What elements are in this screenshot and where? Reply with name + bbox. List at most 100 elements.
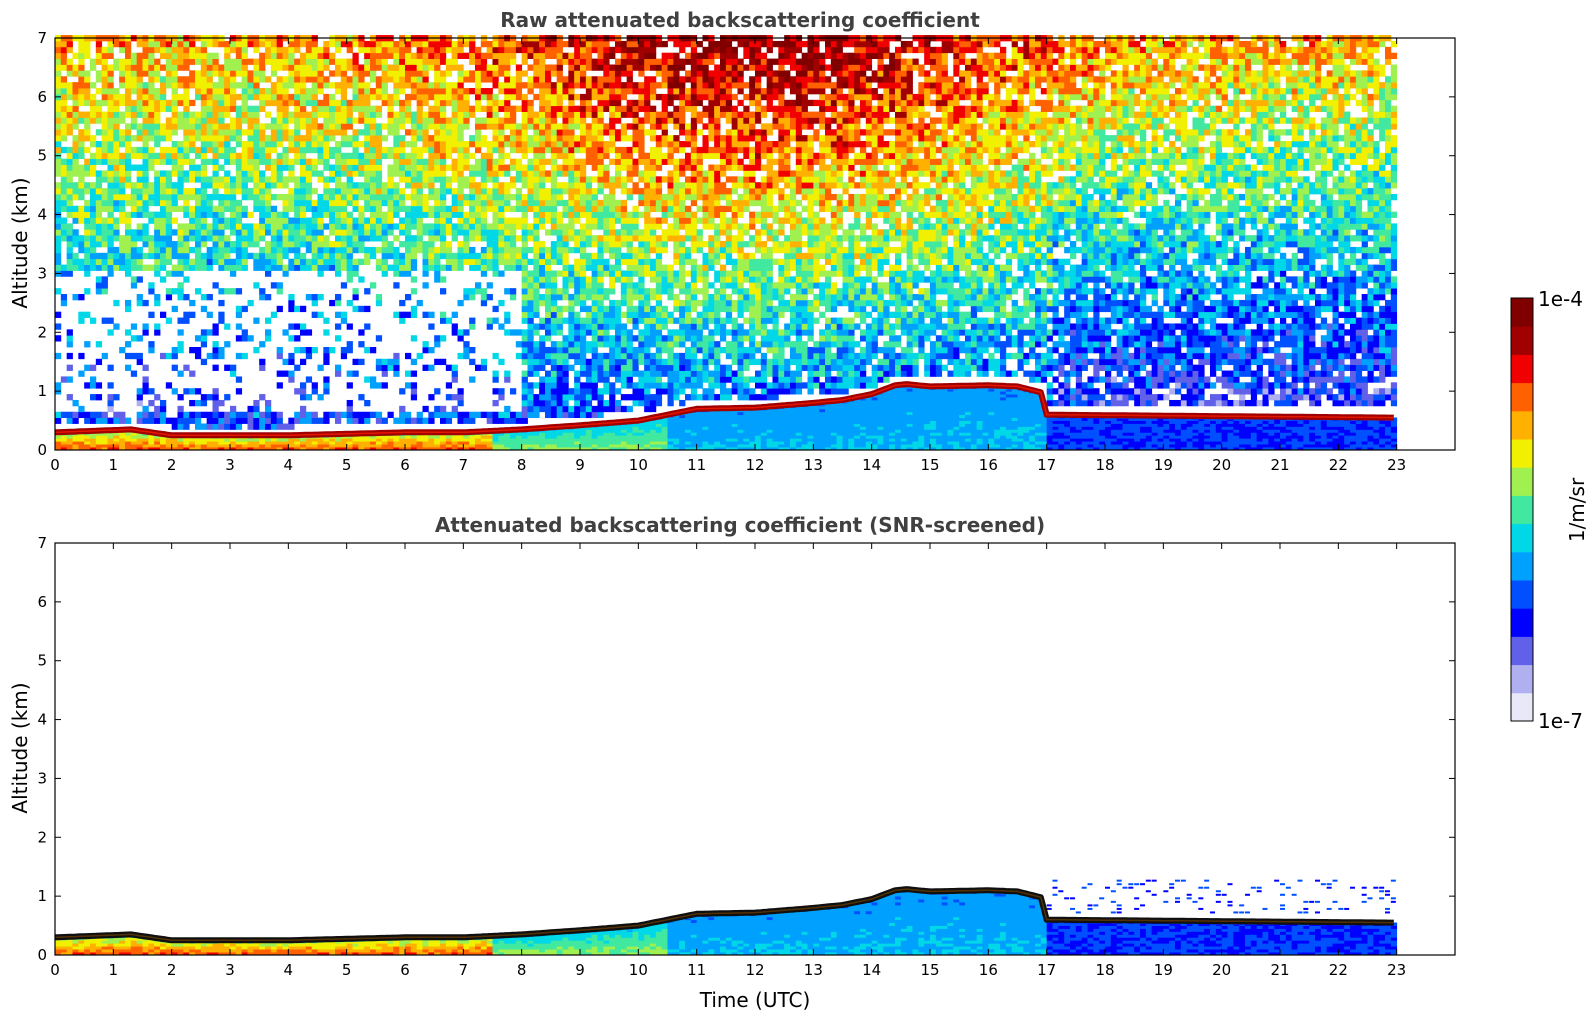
noise-cell [469, 152, 476, 160]
noise-cell [416, 229, 423, 236]
noise-cell [644, 129, 651, 136]
noise-cell [469, 46, 476, 54]
noise-cell [177, 411, 184, 419]
noise-cell [160, 64, 167, 71]
noise-cell [486, 417, 493, 424]
noise-cell [504, 58, 511, 65]
noise-cell [585, 329, 593, 336]
noise-cell [416, 111, 423, 118]
noise-cell [136, 58, 143, 65]
noise-cell [300, 99, 307, 107]
noise-cell [253, 82, 260, 89]
noise-cell [189, 311, 196, 318]
noise-cell [253, 123, 260, 130]
noise-cell [463, 99, 470, 107]
noise-cell [235, 188, 243, 195]
noise-cell [521, 152, 528, 160]
noise-cell [230, 193, 237, 201]
noise-cell [591, 364, 598, 371]
noise-cell [451, 88, 458, 95]
noise-cell [632, 311, 639, 318]
noise-cell [568, 164, 575, 171]
noise-cell [521, 276, 528, 283]
noise-cell [673, 252, 680, 260]
noise-cell [580, 399, 587, 407]
noise-cell [375, 364, 383, 371]
noise-cell [597, 82, 604, 89]
noise-cell [90, 411, 97, 419]
noise-cell [352, 64, 359, 71]
noise-cell [440, 158, 447, 165]
noise-cell [358, 76, 365, 83]
noise-cell [667, 141, 674, 148]
noise-cell [311, 223, 318, 230]
noise-cell [655, 193, 663, 201]
noise-cell [539, 182, 546, 189]
noise-cell [451, 40, 458, 48]
noise-cell [679, 329, 686, 336]
noise-cell [422, 417, 429, 424]
noise-cell [84, 252, 91, 260]
noise-cell [346, 170, 353, 177]
noise-cell [90, 93, 97, 101]
noise-cell [533, 152, 540, 160]
noise-cell [434, 411, 441, 419]
noise-cell [136, 211, 143, 218]
noise-cell [90, 158, 97, 165]
noise-cell [346, 299, 353, 307]
noise-cell [230, 123, 237, 130]
noise-cell [568, 64, 575, 71]
noise-cell [568, 117, 575, 124]
noise-cell [84, 188, 91, 195]
noise-cell [72, 146, 79, 154]
noise-cell [346, 158, 353, 165]
noise-cell [364, 135, 371, 142]
noise-cell [562, 129, 569, 136]
noise-cell [282, 82, 289, 89]
noise-cell [247, 335, 254, 342]
noise-cell [469, 170, 476, 177]
noise-cell [632, 258, 639, 265]
noise-cell [329, 52, 336, 59]
noise-cell [597, 329, 604, 336]
noise-cell [597, 264, 604, 271]
noise-cell [597, 105, 604, 112]
noise-cell [265, 399, 272, 407]
noise-cell [212, 323, 219, 330]
noise-cell [498, 146, 505, 154]
noise-cell [580, 223, 587, 230]
noise-cell [276, 52, 283, 59]
noise-cell [95, 117, 103, 124]
noise-cell [626, 376, 633, 383]
noise-cell [580, 164, 587, 171]
noise-cell [568, 388, 575, 395]
noise-cell [469, 164, 476, 171]
noise-cell [136, 170, 143, 177]
noise-cell [626, 282, 633, 289]
noise-cell [364, 399, 371, 407]
noise-cell [638, 117, 645, 124]
noise-cell [510, 123, 517, 130]
noise-cell [154, 40, 161, 48]
noise-cell [533, 52, 540, 59]
noise-cell [340, 282, 348, 289]
noise-cell [410, 258, 418, 265]
noise-cell [189, 158, 196, 165]
noise-cell [154, 188, 161, 195]
noise-cell [585, 40, 593, 48]
noise-cell [200, 70, 208, 77]
noise-cell [206, 52, 213, 59]
noise-cell [259, 141, 266, 148]
noise-cell [305, 64, 313, 71]
noise-cell [539, 347, 546, 354]
noise-cell [498, 129, 505, 136]
noise-cell [148, 399, 155, 407]
noise-cell [679, 258, 686, 265]
noise-cell [200, 135, 208, 142]
noise-cell [410, 52, 418, 59]
noise-cell [300, 241, 307, 248]
noise-cell [527, 305, 534, 313]
noise-cell [638, 376, 645, 383]
noise-cell [690, 358, 698, 366]
noise-cell [510, 193, 517, 201]
